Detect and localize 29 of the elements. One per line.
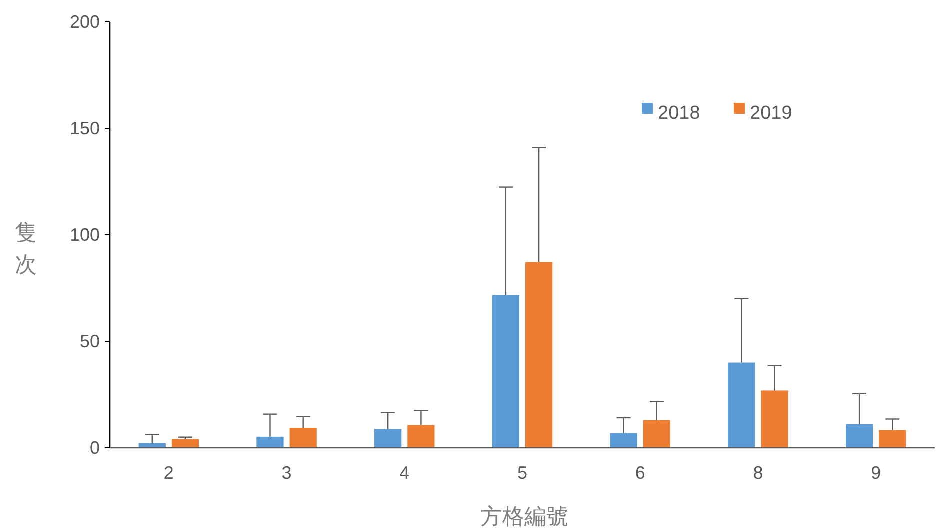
legend-label: 2019 bbox=[750, 103, 792, 124]
bar bbox=[492, 295, 520, 448]
y-tick-label: 0 bbox=[90, 438, 100, 458]
x-axis-title: 方格編號 bbox=[480, 504, 568, 529]
x-tick-label: 2 bbox=[164, 463, 174, 483]
x-tick-label: 8 bbox=[753, 463, 764, 483]
y-tick-label: 50 bbox=[80, 332, 100, 352]
bar bbox=[256, 436, 284, 448]
bar bbox=[728, 362, 756, 448]
bar bbox=[846, 424, 874, 448]
bar bbox=[408, 425, 435, 448]
bar bbox=[526, 262, 553, 448]
y-axis-title: 隻次 bbox=[15, 220, 37, 277]
bar bbox=[172, 439, 200, 448]
bar bbox=[761, 390, 788, 448]
legend-label: 2018 bbox=[658, 103, 700, 124]
bar bbox=[879, 430, 906, 448]
bar bbox=[290, 428, 317, 448]
bar bbox=[610, 433, 638, 448]
bar bbox=[643, 420, 670, 448]
y-tick-label: 200 bbox=[70, 12, 100, 32]
y-tick-label: 150 bbox=[70, 118, 100, 138]
x-tick-label: 9 bbox=[871, 463, 882, 483]
x-tick-label: 5 bbox=[517, 463, 528, 483]
y-tick-label: 100 bbox=[70, 225, 100, 245]
x-tick-label: 3 bbox=[282, 463, 292, 483]
bar bbox=[374, 429, 402, 448]
x-tick-label: 6 bbox=[635, 463, 646, 483]
x-tick-label: 4 bbox=[400, 463, 410, 483]
